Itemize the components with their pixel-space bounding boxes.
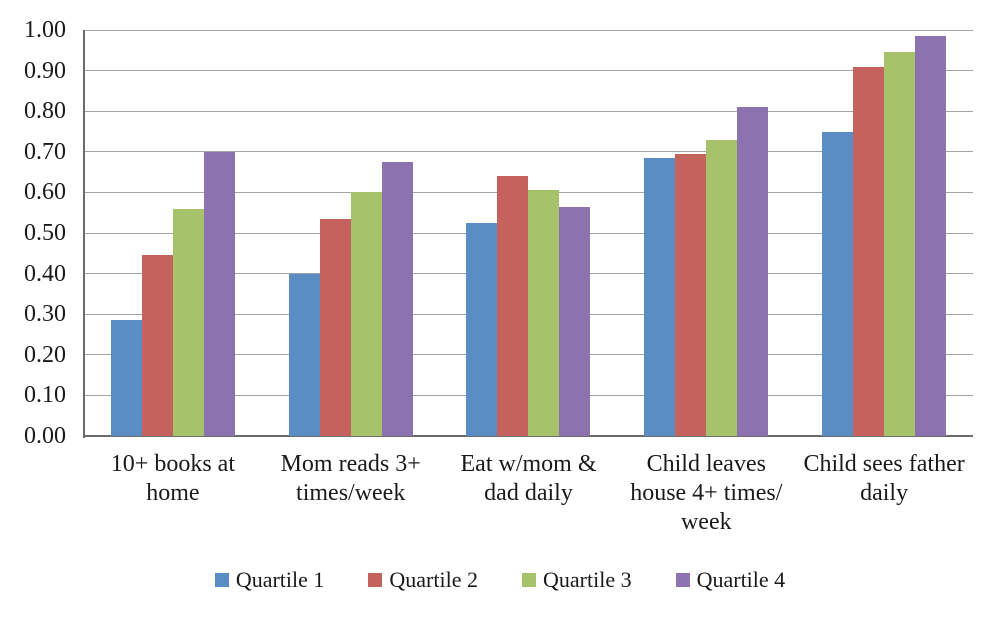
bar-quartile-4 (203, 151, 235, 436)
x-category-label-line: Eat w/mom & (460, 451, 597, 477)
legend-swatch-icon (368, 573, 383, 587)
bar-quartile-2 (319, 218, 351, 436)
legend-item: Quartile 4 (675, 566, 786, 594)
bar-group (84, 30, 262, 436)
legend-label: Quartile 2 (389, 567, 478, 592)
bar-quartile-3 (706, 139, 738, 436)
bar-quartile-3 (884, 52, 916, 436)
bar-group (262, 30, 440, 436)
bar-quartile-1 (466, 222, 498, 436)
x-category-label-line: week (680, 509, 732, 535)
gridline (84, 110, 973, 112)
gridline (84, 29, 973, 31)
x-category-label-line: house 4+ times/ (630, 480, 783, 506)
x-category-label: Mom reads 3+ times/week (262, 450, 440, 537)
y-tick-label: 0.60 (24, 179, 66, 206)
y-tick-label: 0.30 (24, 301, 66, 328)
y-tick-label: 0.20 (24, 341, 66, 368)
x-category-label-line: times/week (296, 480, 406, 506)
x-axis: 10+ books at home Mom reads 3+ times/week Ea… (84, 450, 973, 537)
y-axis-line (83, 30, 85, 438)
bar-quartile-1 (644, 157, 676, 436)
y-tick-label: 0.90 (24, 57, 66, 84)
x-category-label-line: Mom reads 3+ (280, 451, 421, 477)
y-tick-label: 0.40 (24, 260, 66, 287)
bar-quartile-4 (381, 161, 413, 436)
bar-quartile-4 (737, 107, 769, 436)
y-tick-label: 0.00 (24, 423, 66, 449)
x-category-label: Eat w/mom & dad daily (440, 450, 618, 537)
y-tick-label: 0.70 (24, 138, 66, 165)
x-category-label-line: Child sees father (803, 451, 965, 477)
bar-group (617, 30, 795, 436)
bar-group (795, 30, 973, 436)
legend-item: Quartile 3 (522, 566, 632, 594)
bar-quartile-3 (350, 192, 382, 436)
x-category-label-line: daily (860, 480, 909, 506)
bar-quartile-1 (288, 273, 320, 436)
legend-label: Quartile 1 (235, 567, 325, 592)
y-axis: 0.00 0.10 0.20 0.30 0.40 0.50 0.60 0.70 0.80 0.90… (0, 0, 66, 627)
x-category-label-line: 10+ books at (110, 451, 235, 477)
y-tick-label: 1.00 (24, 17, 66, 43)
legend-swatch-icon (675, 573, 690, 587)
x-category-label: Child leaves house 4+ times/week (617, 450, 795, 537)
x-category-label: 10+ books at home (84, 450, 262, 537)
bar-quartile-4 (559, 206, 591, 436)
bar-group (440, 30, 618, 436)
legend-swatch-icon (522, 573, 536, 587)
bar-quartile-1 (822, 131, 854, 436)
bar-quartile-1 (110, 320, 142, 436)
y-tick-label: 0.80 (24, 98, 66, 125)
bar-quartile-2 (497, 176, 529, 436)
bar-quartile-2 (853, 66, 885, 436)
gridline (84, 70, 973, 72)
legend: Quartile 1 Quartile 2 Quartile 3 Quartile 4 (0, 566, 1000, 594)
x-category-label-line: dad daily (484, 480, 573, 506)
bar-quartile-4 (915, 36, 947, 436)
x-axis-line (84, 435, 973, 437)
bar-quartile-3 (172, 208, 204, 436)
bar-quartile-2 (675, 153, 707, 436)
x-category-label-line: Child leaves (646, 451, 766, 477)
y-tick-label: 0.50 (24, 220, 66, 246)
legend-label: Quartile 4 (696, 567, 786, 592)
legend-label: Quartile 3 (543, 567, 632, 592)
bar-quartile-2 (141, 255, 173, 436)
legend-item: Quartile 1 (214, 566, 325, 594)
y-tick-label: 0.10 (24, 382, 66, 409)
legend-item: Quartile 2 (368, 566, 478, 594)
bar-quartile-3 (528, 190, 560, 436)
x-category-label: Child sees father daily (795, 450, 973, 537)
legend-swatch-icon (214, 573, 229, 587)
gridline (84, 151, 973, 153)
x-category-label-line: home (146, 480, 200, 506)
plot-area (84, 30, 973, 436)
